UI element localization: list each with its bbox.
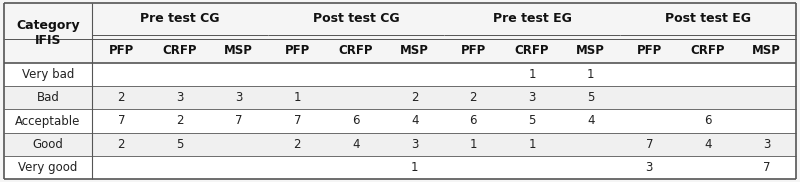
Text: Category
IFIS: Category IFIS	[16, 19, 80, 47]
Text: 3: 3	[411, 138, 418, 151]
Text: 4: 4	[411, 114, 418, 128]
Text: 2: 2	[176, 114, 184, 128]
Text: 2: 2	[411, 91, 418, 104]
Text: 2: 2	[470, 91, 477, 104]
Text: 4: 4	[587, 114, 594, 128]
Text: MSP: MSP	[576, 45, 605, 58]
Bar	[4, 39, 796, 63]
Text: PFP: PFP	[461, 45, 486, 58]
Text: 3: 3	[763, 138, 770, 151]
Text: Good: Good	[33, 138, 63, 151]
Text: Acceptable: Acceptable	[15, 114, 81, 128]
Text: Very bad: Very bad	[22, 68, 74, 81]
Text: CRFP: CRFP	[338, 45, 374, 58]
Text: 2: 2	[118, 91, 125, 104]
Text: 1: 1	[411, 161, 418, 174]
Text: PFP: PFP	[285, 45, 310, 58]
Text: 5: 5	[587, 91, 594, 104]
Text: Bad: Bad	[37, 91, 59, 104]
Text: Pre test CG: Pre test CG	[140, 13, 220, 25]
Text: Post test CG: Post test CG	[313, 13, 399, 25]
Text: CRFP: CRFP	[514, 45, 550, 58]
Text: CRFP: CRFP	[690, 45, 726, 58]
Text: 6: 6	[352, 114, 360, 128]
Text: MSP: MSP	[400, 45, 429, 58]
Text: 3: 3	[235, 91, 242, 104]
Text: 7: 7	[646, 138, 653, 151]
Text: 3: 3	[646, 161, 653, 174]
Text: 1: 1	[294, 91, 301, 104]
Text: 1: 1	[528, 68, 536, 81]
Text: 7: 7	[235, 114, 242, 128]
Text: 2: 2	[294, 138, 301, 151]
Text: 3: 3	[528, 91, 536, 104]
Text: 7: 7	[118, 114, 125, 128]
Text: 7: 7	[294, 114, 301, 128]
Text: 6: 6	[470, 114, 477, 128]
Text: 1: 1	[587, 68, 594, 81]
Text: 1: 1	[528, 138, 536, 151]
Text: Post test EG: Post test EG	[665, 13, 751, 25]
Text: CRFP: CRFP	[162, 45, 198, 58]
Text: 4: 4	[704, 138, 712, 151]
Text: MSP: MSP	[224, 45, 253, 58]
Text: 5: 5	[528, 114, 536, 128]
Bar	[4, 86, 796, 109]
Text: PFP: PFP	[109, 45, 134, 58]
Text: 3: 3	[176, 91, 184, 104]
Bar	[4, 133, 796, 156]
Text: 2: 2	[118, 138, 125, 151]
Text: PFP: PFP	[637, 45, 662, 58]
Text: 7: 7	[763, 161, 770, 174]
Text: 1: 1	[470, 138, 477, 151]
Text: 6: 6	[704, 114, 712, 128]
Bar	[4, 3, 796, 39]
Text: Very good: Very good	[18, 161, 78, 174]
Text: MSP: MSP	[752, 45, 781, 58]
Text: 5: 5	[176, 138, 184, 151]
Text: Pre test EG: Pre test EG	[493, 13, 571, 25]
Text: 4: 4	[352, 138, 360, 151]
